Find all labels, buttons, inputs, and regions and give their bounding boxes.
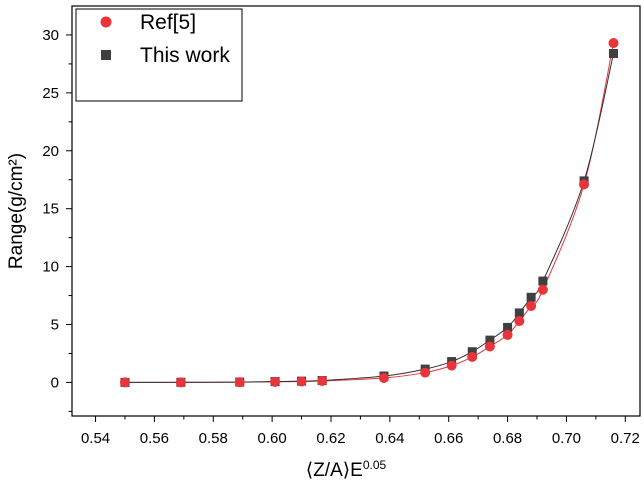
y-tick-label: 10 — [42, 259, 59, 276]
data-point-circle — [270, 376, 281, 387]
legend-square-icon — [101, 50, 111, 60]
x-tick-label: 0.64 — [375, 430, 404, 447]
data-point-square — [503, 322, 513, 332]
x-tick-label: 0.54 — [81, 430, 110, 447]
data-point-circle — [175, 377, 186, 388]
plot-border — [71, 5, 641, 417]
data-point-circle — [317, 376, 328, 387]
x-axis-ticks: 0.54 0.56 0.58 0.60 0.62 0.64 0.66 0.68 0.70 0.72 — [81, 416, 640, 447]
legend-circle-icon — [100, 16, 112, 28]
data-point-square — [526, 292, 536, 302]
y-axis-ticks: 0 5 10 15 20 25 30 — [42, 27, 72, 412]
x-tick-label: 0.60 — [258, 430, 287, 447]
y-tick-label: 0 — [51, 374, 59, 391]
data-point-circle — [234, 377, 245, 388]
data-point-circle — [467, 351, 478, 362]
y-axis-title: Range(g/cm²) — [6, 153, 27, 269]
data-point-square — [485, 335, 495, 345]
series-line — [124, 53, 615, 383]
y-tick-label: 25 — [42, 85, 59, 102]
data-point-circle — [119, 377, 130, 388]
data-point-square — [514, 308, 524, 318]
x-axis-title-superscript: 0.05 — [363, 458, 387, 472]
x-tick-label: 0.58 — [199, 430, 228, 447]
x-tick-label: 0.68 — [493, 430, 522, 447]
data-point-circle — [537, 284, 548, 295]
plot-frame — [71, 5, 641, 417]
data-point-circle — [420, 367, 431, 378]
data-point-circle — [484, 341, 495, 352]
data-point-circle — [296, 376, 307, 387]
data-point-circle — [514, 316, 525, 327]
data-point-square — [467, 347, 477, 357]
data-point-circle — [446, 360, 457, 371]
y-tick-label: 15 — [42, 201, 59, 218]
x-axis-title: ⟨Z/A⟩E0.05 — [306, 458, 387, 481]
data-point-square — [538, 276, 548, 286]
legend-label: Ref[5] — [140, 11, 196, 34]
legend: Ref[5] This work — [75, 8, 243, 102]
x-tick-label: 0.66 — [434, 430, 463, 447]
x-tick-label: 0.70 — [552, 430, 581, 447]
legend-label: This work — [140, 44, 230, 67]
data-point-circle — [608, 38, 619, 49]
data-point-circle — [579, 179, 590, 190]
y-tick-label: 20 — [42, 143, 59, 160]
data-point-circle — [502, 329, 513, 340]
x-tick-label: 0.72 — [611, 430, 640, 447]
data-point-circle — [526, 300, 537, 311]
data-point-square — [609, 48, 619, 58]
x-tick-label: 0.62 — [316, 430, 345, 447]
series-markers — [119, 38, 619, 388]
y-tick-label: 5 — [51, 317, 59, 334]
y-tick-label: 30 — [42, 27, 59, 44]
data-point-circle — [378, 373, 389, 384]
x-tick-label: 0.56 — [140, 430, 169, 447]
